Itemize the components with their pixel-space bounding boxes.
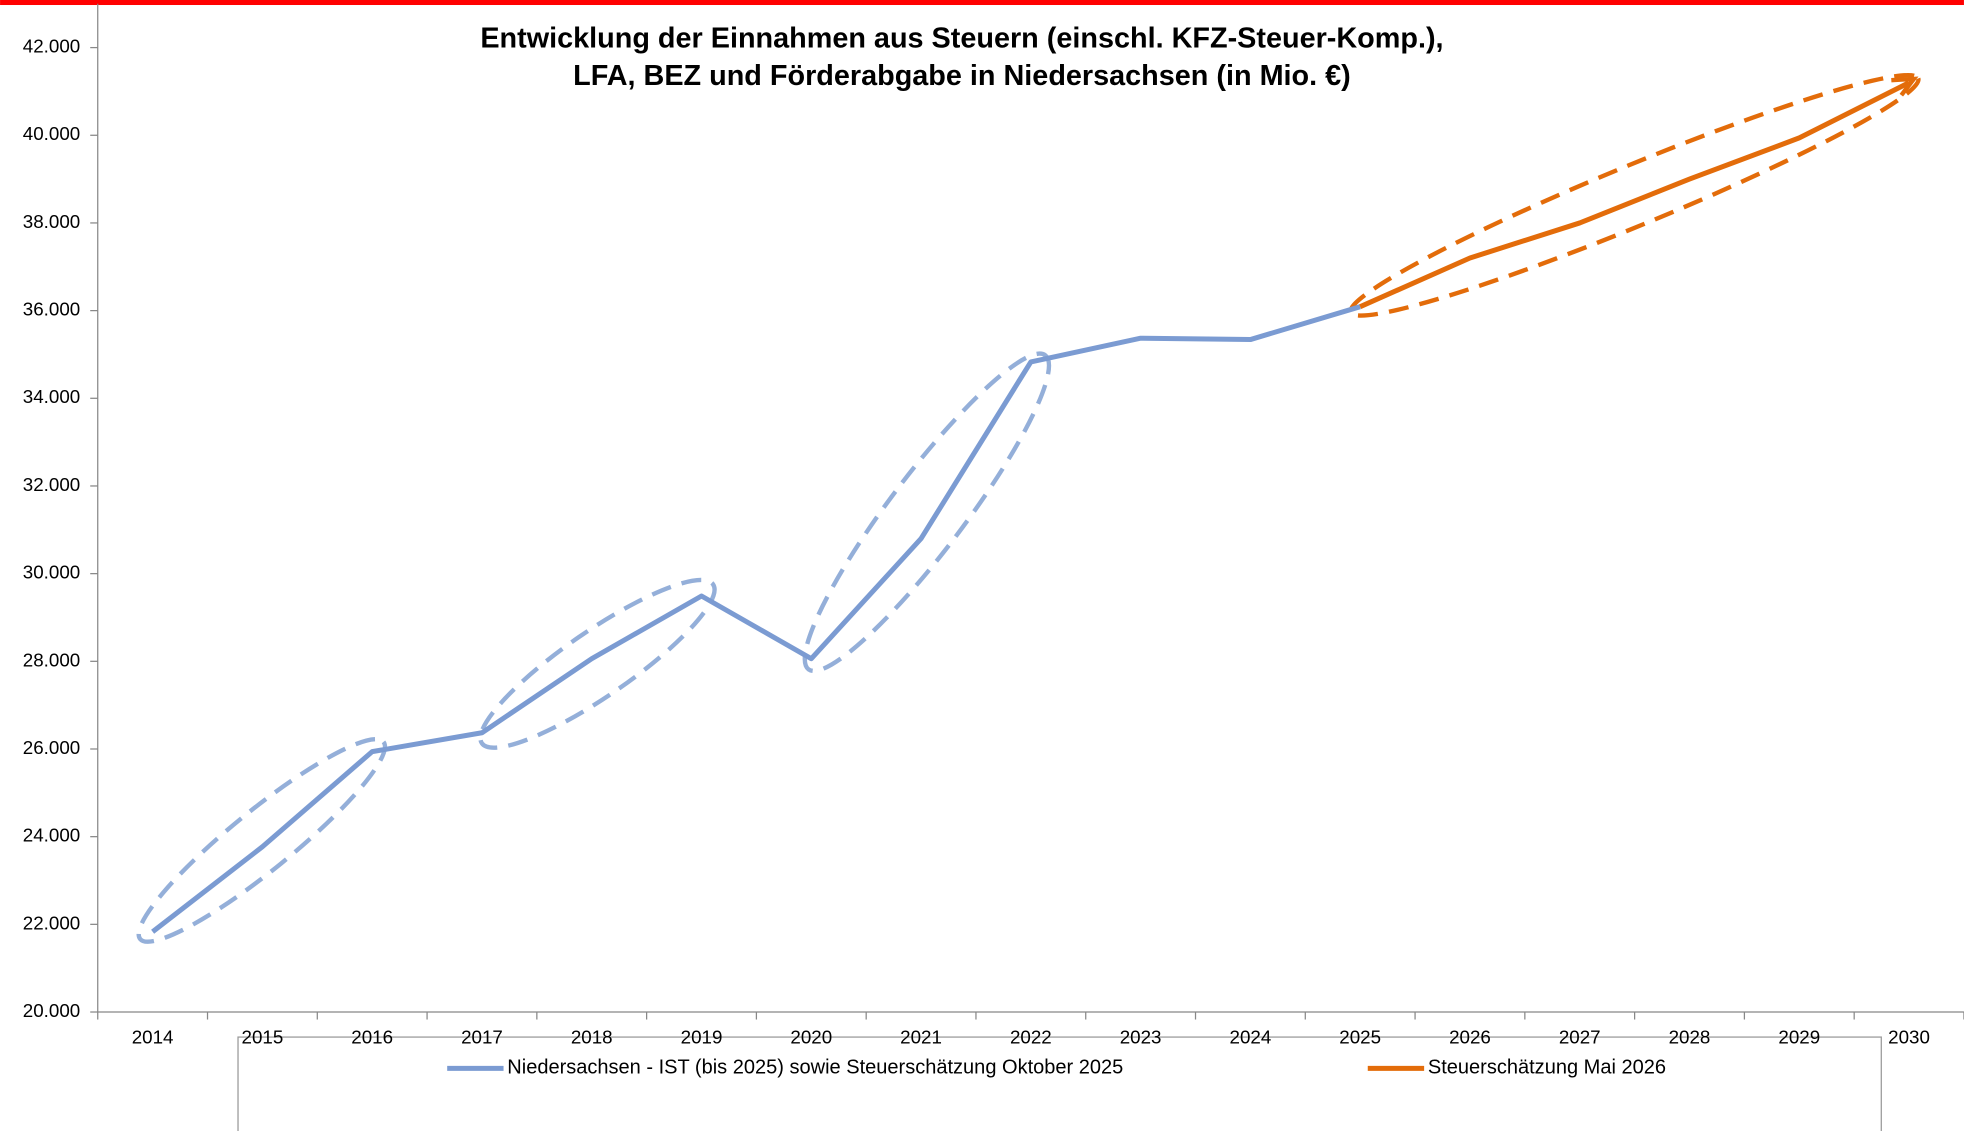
highlight-ellipse [478,577,717,750]
x-tick-label: 2015 [242,1026,284,1047]
top-bar [0,0,1964,6]
y-tick-label: 24.000 [23,825,80,846]
y-tick-label: 32.000 [23,474,80,495]
data-line [1359,80,1911,309]
y-tick-label: 20.000 [23,1000,80,1021]
chart-title: LFA, BEZ und Förderabgabe in Niedersachs… [573,60,1351,92]
x-tick-label: 2023 [1120,1026,1162,1047]
chart-title: Entwicklung der Einnahmen aus Steuern (e… [480,23,1443,55]
x-tick-label: 2024 [1230,1026,1272,1047]
data-line [151,304,1361,934]
x-tick-label: 2020 [790,1026,832,1047]
x-tick-label: 2018 [571,1026,613,1047]
highlight-ellipse [802,351,1052,674]
x-tick-label: 2021 [900,1026,942,1047]
x-tick-label: 2022 [1010,1026,1052,1047]
y-tick-label: 40.000 [23,123,80,144]
x-tick-label: 2027 [1559,1026,1601,1047]
x-tick-label: 2014 [132,1026,174,1047]
legend-box [237,1036,1882,1131]
x-tick-label: 2026 [1449,1026,1491,1047]
y-tick-label: 22.000 [23,912,80,933]
x-tick-label: 2016 [351,1026,393,1047]
y-tick-label: 26.000 [23,737,80,758]
y-tick-label: 36.000 [23,299,80,320]
legend-label: Niedersachsen - IST (bis 2025) sowie Ste… [507,1057,1123,1079]
highlight-ellipse [1348,73,1921,318]
x-tick-label: 2028 [1669,1026,1711,1047]
y-tick-label: 34.000 [23,386,80,407]
x-tick-label: 2019 [681,1026,723,1047]
x-tick-label: 2030 [1888,1026,1930,1047]
x-tick-label: 2017 [461,1026,503,1047]
y-tick-label: 28.000 [23,649,80,670]
x-tick-label: 2029 [1778,1026,1820,1047]
y-tick-label: 42.000 [23,36,80,57]
highlight-ellipse [136,736,388,944]
annotations [136,73,1921,944]
arrow-head [1891,76,1919,97]
legend-label: Steuerschätzung Mai 2026 [1428,1057,1666,1079]
y-tick-label: 38.000 [23,211,80,232]
y-tick-label: 30.000 [23,562,80,583]
x-tick-label: 2025 [1339,1026,1381,1047]
